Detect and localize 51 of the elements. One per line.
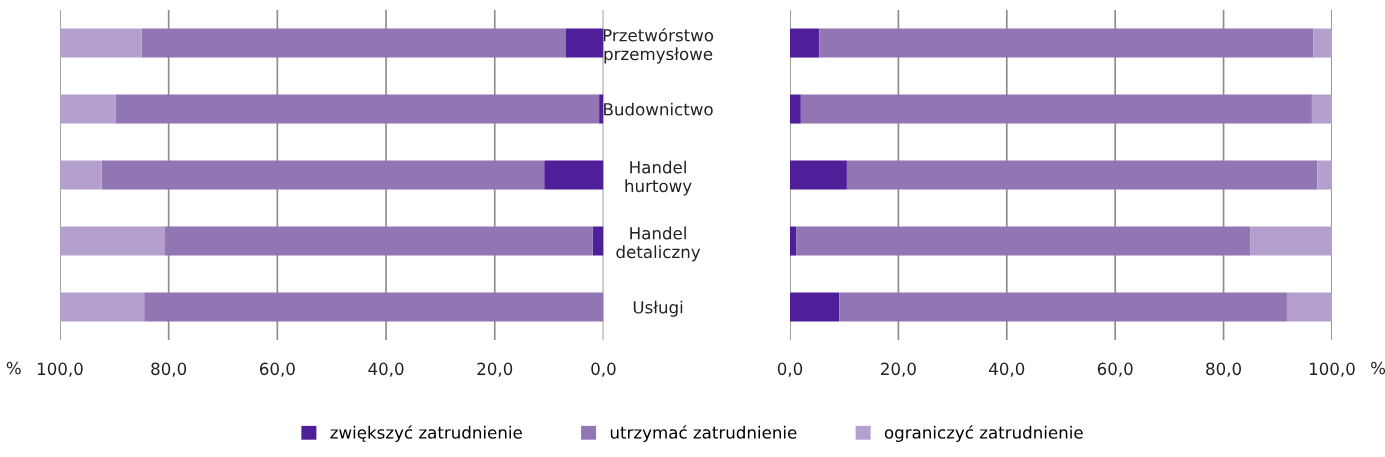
- legend-label: utrzymać zatrudnienie: [610, 425, 797, 442]
- bar: [59, 226, 165, 256]
- x-axis-title: %: [6, 361, 21, 375]
- bar: [819, 28, 1314, 58]
- bar: [1313, 28, 1332, 58]
- bar: [1286, 292, 1332, 322]
- x-tick-label: 80,0: [151, 362, 187, 377]
- y-tick-label: Budownictwo: [604, 102, 713, 116]
- bar: [846, 160, 1318, 190]
- x-tick-label: 0,0: [777, 362, 803, 377]
- bar: [790, 28, 820, 58]
- bar: [790, 160, 847, 190]
- x-axis-title: %: [1371, 361, 1385, 375]
- x-tick-label: 40,0: [989, 362, 1025, 377]
- x-tick-label: 0,0: [591, 362, 616, 377]
- bar: [592, 226, 604, 256]
- bar: [1311, 94, 1332, 124]
- x-tick-label: 20,0: [881, 362, 916, 377]
- x-tick-label: 60,0: [1097, 362, 1133, 377]
- x-tick-label: 20,0: [477, 362, 513, 377]
- bar: [59, 292, 145, 322]
- bar: [565, 28, 604, 58]
- bar: [790, 292, 840, 322]
- y-tick-label: Usługi: [633, 300, 683, 317]
- bar: [839, 292, 1287, 322]
- legend-label: zwiększyć zatrudnienie: [330, 425, 522, 442]
- y-tick-label: Handel detaliczny: [616, 226, 701, 262]
- bar: [115, 94, 600, 124]
- bar: [1250, 226, 1332, 256]
- x-tick-label: 60,0: [259, 362, 295, 377]
- x-tick-label: 80,0: [1206, 362, 1242, 377]
- bar: [544, 160, 604, 190]
- bar: [59, 160, 102, 190]
- bar: [144, 292, 604, 322]
- bar: [59, 94, 116, 124]
- bar: [796, 226, 1251, 256]
- bar: [800, 94, 1312, 124]
- bar: [141, 28, 566, 58]
- bar: [59, 28, 142, 58]
- legend-label: ograniczyć zatrudnienie: [884, 425, 1083, 442]
- bar: [790, 94, 801, 124]
- bar: [101, 160, 545, 190]
- bar: [1317, 160, 1332, 190]
- x-tick-label: 100,0: [1309, 362, 1355, 377]
- x-tick-label: 40,0: [368, 362, 404, 377]
- y-tick-label: Przetwórstwo przemysłowe: [603, 27, 714, 64]
- y-tick-label: Handel hurtowy: [625, 160, 692, 196]
- bar: [790, 226, 797, 256]
- bar: [164, 226, 593, 256]
- bar: [599, 94, 604, 124]
- x-tick-label: 100,0: [37, 362, 83, 377]
